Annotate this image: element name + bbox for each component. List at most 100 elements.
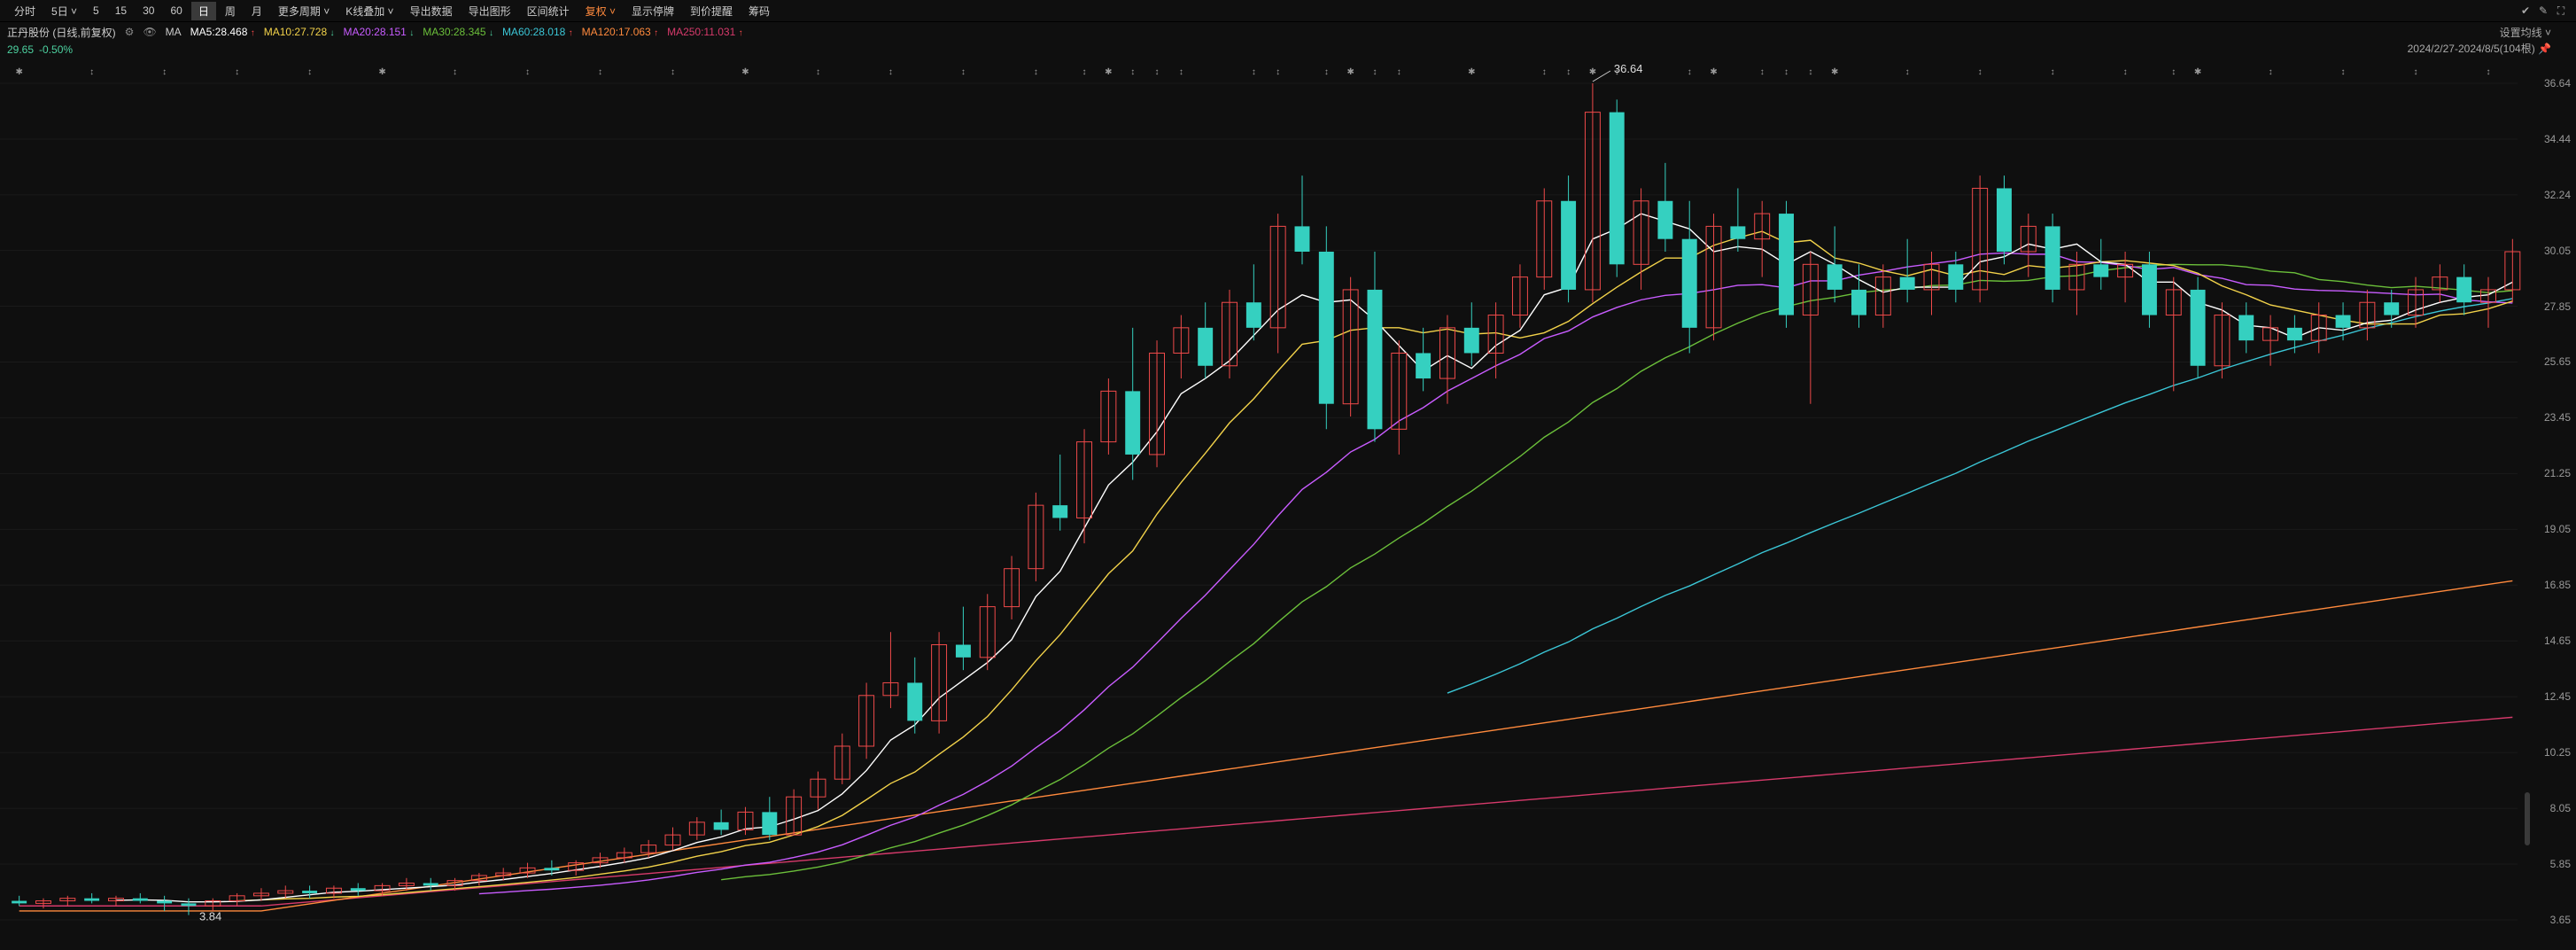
svg-text:↕: ↕	[307, 67, 312, 77]
svg-text:↕: ↕	[961, 67, 966, 77]
timeframe-9[interactable]: 更多周期 ˅	[271, 2, 337, 20]
timeframe-3[interactable]: 15	[108, 3, 134, 19]
y-tick: 3.65	[2550, 914, 2571, 926]
y-tick: 32.24	[2544, 189, 2571, 201]
svg-text:✱: ✱	[1346, 67, 1354, 77]
svg-text:✱: ✱	[378, 67, 385, 77]
svg-text:↕: ↕	[162, 67, 167, 77]
y-tick: 5.85	[2550, 858, 2571, 870]
y-tick: 36.64	[2544, 77, 2571, 90]
ma-item-MA250: MA250:11.031 ↑	[667, 26, 743, 38]
svg-text:↕: ↕	[598, 67, 602, 77]
svg-text:↕: ↕	[1808, 67, 1812, 77]
change-pct: -0.50%	[39, 43, 73, 56]
svg-text:↕: ↕	[816, 67, 820, 77]
check-circle-icon[interactable]: ✔	[2518, 3, 2533, 19]
edit-icon[interactable]: ✎	[2535, 3, 2551, 19]
svg-text:↕: ↕	[671, 67, 675, 77]
ma-item-MA20: MA20:28.151 ↓	[343, 26, 414, 38]
svg-text:↕: ↕	[1905, 67, 1910, 77]
y-tick: 34.44	[2544, 133, 2571, 145]
svg-text:↕: ↕	[1372, 67, 1377, 77]
y-tick: 19.05	[2544, 523, 2571, 535]
stock-name: 正丹股份 (日线,前复权)	[7, 25, 116, 40]
ma-item-MA5: MA5:28.468 ↑	[190, 26, 255, 38]
timeframe-5[interactable]: 60	[163, 3, 189, 19]
svg-text:↕: ↕	[1760, 67, 1765, 77]
date-range-text: 2024/2/27-2024/8/5(104根)	[2408, 43, 2535, 55]
candlestick-chart[interactable]: ✱↕↕↕↕✱↕↕↕↕✱↕↕↕↕↕✱↕↕↕↕↕↕✱↕↕✱↕↕✱↕↕✱↕↕↕✱↕↕↕…	[0, 57, 2525, 950]
svg-text:↕: ↕	[89, 67, 94, 77]
svg-text:✱: ✱	[1589, 67, 1596, 77]
timeframe-7[interactable]: 周	[218, 2, 243, 20]
timeframe-6[interactable]: 日	[191, 2, 216, 20]
svg-text:↕: ↕	[1276, 67, 1280, 77]
svg-text:✱: ✱	[1831, 67, 1838, 77]
timeframe-16[interactable]: 到价提醒	[683, 2, 740, 20]
ma-item-MA10: MA10:27.728 ↓	[264, 26, 335, 38]
eye-icon[interactable]: 👁	[143, 26, 156, 38]
timeframe-13[interactable]: 区间统计	[520, 2, 577, 20]
ma-item-MA120: MA120:17.063 ↑	[582, 26, 658, 38]
svg-text:↕: ↕	[1784, 67, 1788, 77]
ma-item-MA30: MA30:28.345 ↓	[423, 26, 493, 38]
svg-text:↕: ↕	[1155, 67, 1160, 77]
svg-text:↕: ↕	[2414, 67, 2418, 77]
timeframe-12[interactable]: 导出图形	[462, 2, 518, 20]
svg-text:✱: ✱	[2194, 67, 2201, 77]
y-tick: 8.05	[2550, 802, 2571, 814]
timeframe-4[interactable]: 30	[136, 3, 161, 19]
y-tick: 23.45	[2544, 411, 2571, 424]
svg-text:↕: ↕	[525, 67, 530, 77]
timeframe-10[interactable]: K线叠加 ˅	[338, 2, 400, 20]
timeframe-1[interactable]: 5日 ˅	[44, 2, 84, 20]
expand-icon[interactable]: ⛶	[2553, 3, 2569, 19]
price-row: 29.65 -0.50%	[0, 42, 2576, 58]
gear-icon[interactable]: ⚙	[125, 26, 135, 38]
y-tick: 16.85	[2544, 579, 2571, 591]
timeframe-0[interactable]: 分时	[7, 2, 43, 20]
scrollbar-track[interactable]	[2525, 57, 2530, 950]
y-tick: 14.65	[2544, 635, 2571, 647]
chart-root: { "toolbar":{ "items":[ {"label":"分时","a…	[0, 0, 2576, 950]
svg-text:↕: ↕	[2341, 67, 2346, 77]
ma-settings-button[interactable]: 设置均线 ˅	[2500, 25, 2551, 40]
svg-text:3.84: 3.84	[199, 910, 221, 923]
svg-text:↕: ↕	[2269, 67, 2273, 77]
timeframe-2[interactable]: 5	[86, 3, 106, 19]
timeframe-8[interactable]: 月	[244, 2, 269, 20]
timeframe-17[interactable]: 筹码	[741, 2, 777, 20]
svg-text:↕: ↕	[453, 67, 457, 77]
timeframe-14[interactable]: 复权 ˅	[578, 2, 623, 20]
y-tick: 25.65	[2544, 355, 2571, 368]
svg-text:↕: ↕	[1179, 67, 1183, 77]
last-price: 29.65	[7, 43, 34, 56]
scrollbar-thumb[interactable]	[2525, 792, 2530, 845]
svg-text:✱: ✱	[741, 67, 749, 77]
svg-text:↕: ↕	[2171, 67, 2176, 77]
svg-text:✱: ✱	[1468, 67, 1475, 77]
svg-text:✱: ✱	[1105, 67, 1112, 77]
y-tick: 10.25	[2544, 746, 2571, 759]
y-tick: 27.85	[2544, 300, 2571, 313]
pin-icon[interactable]: 📌	[2538, 43, 2551, 55]
svg-text:↕: ↕	[1397, 67, 1401, 77]
timeframe-15[interactable]: 显示停牌	[625, 2, 681, 20]
svg-text:↕: ↕	[1324, 67, 1329, 77]
timeframe-11[interactable]: 导出数据	[403, 2, 460, 20]
y-tick: 21.25	[2544, 467, 2571, 479]
ma-label: MA	[166, 26, 182, 38]
chart-area[interactable]: ✱↕↕↕↕✱↕↕↕↕✱↕↕↕↕↕✱↕↕↕↕↕↕✱↕↕✱↕↕✱↕↕✱↕↕↕✱↕↕↕…	[0, 57, 2576, 950]
y-tick: 30.05	[2544, 245, 2571, 257]
svg-text:↕: ↕	[888, 67, 893, 77]
svg-text:✱: ✱	[15, 67, 22, 77]
svg-text:↕: ↕	[1688, 67, 1692, 77]
y-axis: 36.64 34.44 32.24 30.05 27.85 25.65 23.45 21.25…	[2532, 57, 2576, 950]
svg-text:↕: ↕	[2487, 67, 2491, 77]
svg-text:✱: ✱	[1710, 67, 1717, 77]
svg-text:↕: ↕	[1130, 67, 1135, 77]
svg-text:↕: ↕	[2051, 67, 2055, 77]
ma-item-MA60: MA60:28.018 ↑	[502, 26, 573, 38]
svg-text:↕: ↕	[1252, 67, 1256, 77]
svg-text:36.64: 36.64	[1614, 62, 1643, 75]
